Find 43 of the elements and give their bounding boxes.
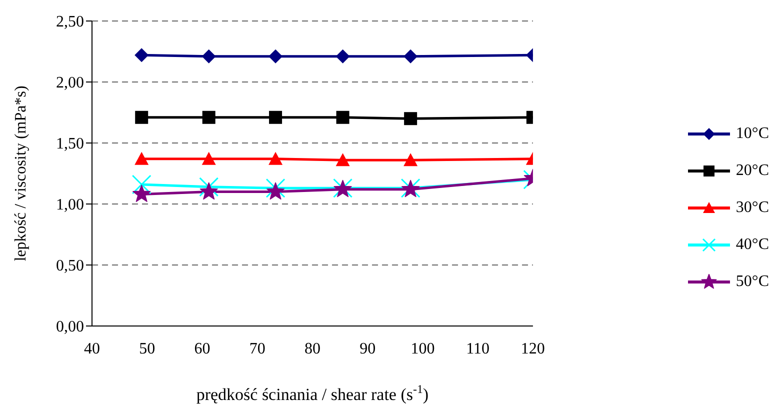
point — [269, 110, 282, 124]
point — [134, 48, 149, 62]
y-tick-label: 1,50 — [56, 136, 84, 153]
point — [200, 182, 218, 200]
x-tick-label: 110 — [466, 340, 490, 358]
point — [266, 182, 285, 200]
legend-label: 50°C — [736, 273, 769, 291]
point — [202, 49, 216, 64]
x-tick-label: 40 — [84, 340, 100, 358]
x-tick-label: 120 — [520, 340, 545, 358]
x-tick-label: 90 — [360, 340, 376, 358]
x-tick-label: 80 — [304, 340, 320, 358]
y-tick-label: 2,50 — [56, 14, 84, 31]
point — [202, 152, 216, 165]
legend-label: 30°C — [736, 199, 769, 217]
x-tick-label: 70 — [249, 340, 266, 358]
legend-label: 20°C — [736, 162, 769, 180]
y-tick-label: 2,00 — [56, 74, 84, 92]
point — [134, 152, 149, 165]
point — [404, 49, 418, 64]
x-tick-label: 50 — [139, 340, 156, 358]
point — [404, 153, 418, 166]
x-tick-label: 60 — [194, 340, 210, 358]
y-tick-label: 0,00 — [56, 318, 84, 336]
y-axis-title: lepkość / viscosity (mPa*s) — [12, 86, 30, 262]
x-tick-label: 100 — [410, 340, 435, 358]
point — [336, 153, 350, 166]
point — [132, 174, 152, 194]
point — [135, 110, 148, 124]
point — [336, 110, 350, 124]
legend-label: 40°C — [736, 236, 769, 254]
point — [404, 112, 418, 126]
x-axis-title: prędkość ścinania / shear rate (s$^{-1}$) — [196, 382, 429, 404]
point — [268, 49, 283, 64]
legend-label: 10°C — [736, 125, 769, 143]
point — [268, 152, 283, 165]
point — [336, 49, 350, 64]
point — [266, 178, 286, 198]
point — [202, 110, 216, 124]
point — [199, 177, 219, 197]
y-tick-label: 1,00 — [56, 196, 84, 214]
point — [132, 184, 151, 202]
y-tick-label: 0,50 — [56, 258, 84, 275]
